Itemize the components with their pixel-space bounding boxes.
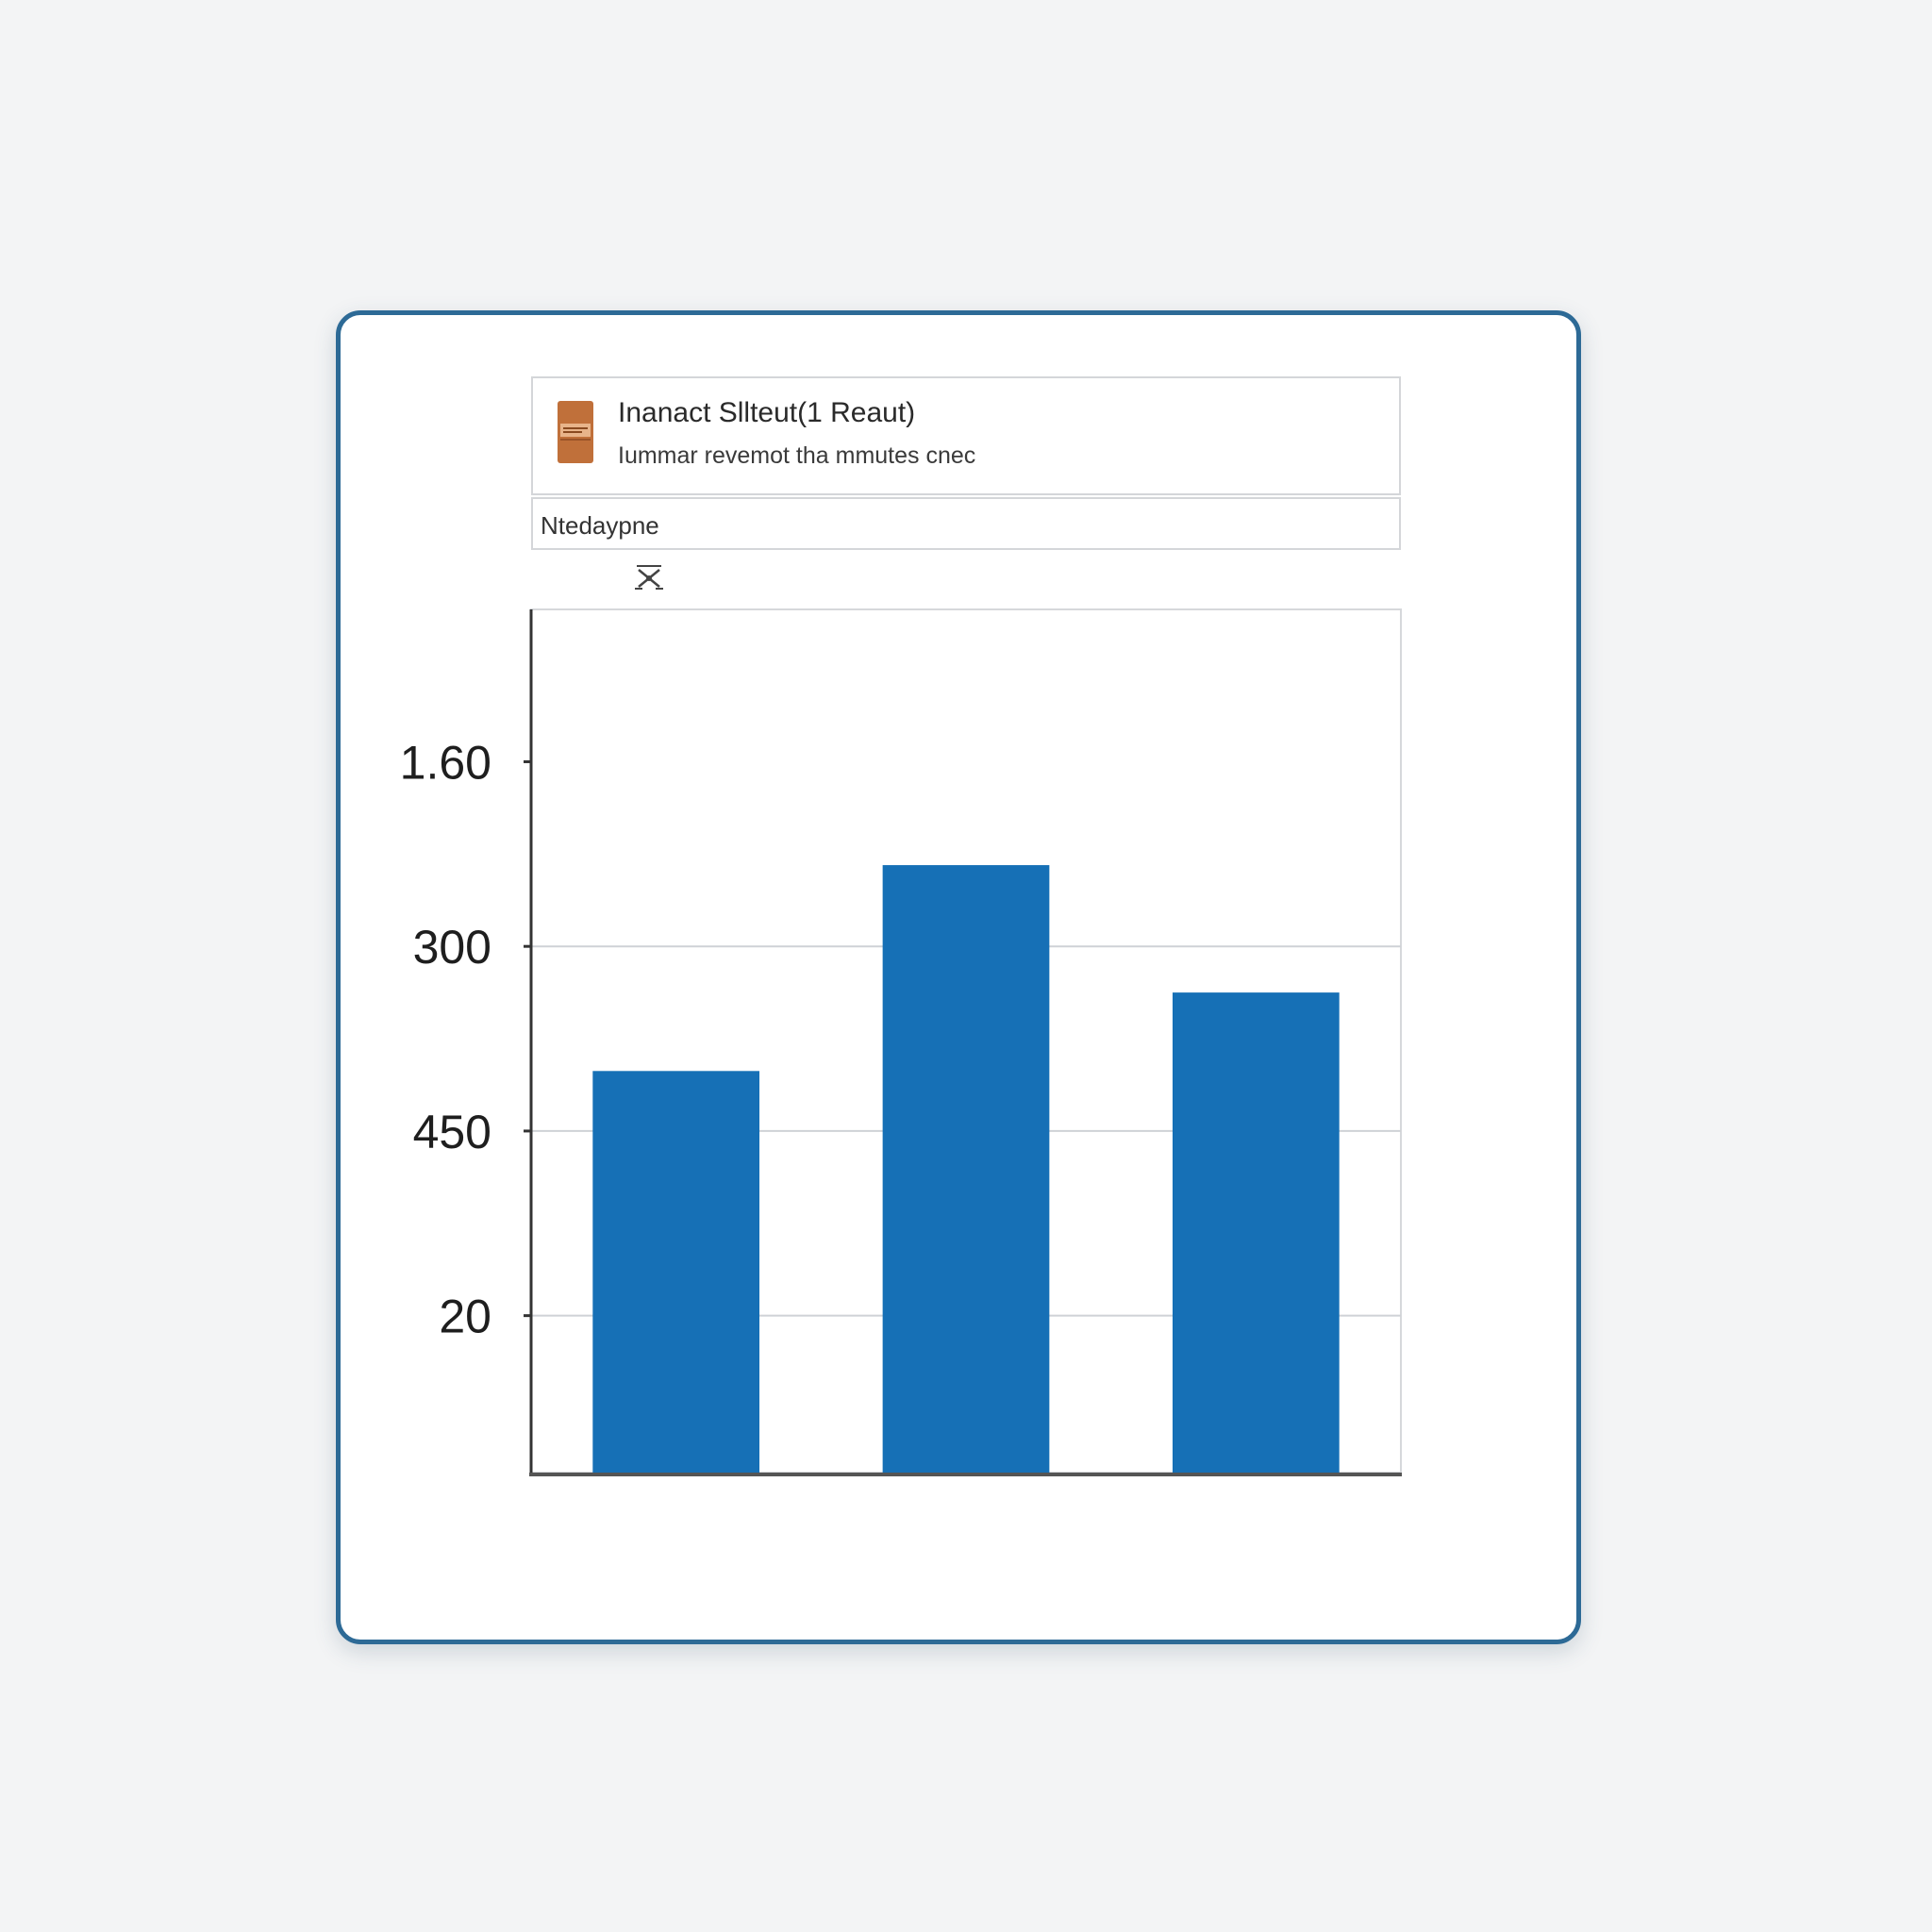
y-tick-label: 450 — [413, 1106, 491, 1158]
chart-card: Inanact Sllteut(1 Reaut) Iummar revemot … — [336, 310, 1581, 1644]
y-tick-label: 1.60 — [400, 736, 491, 789]
tools-icon[interactable] — [631, 562, 667, 592]
report-header: Inanact Sllteut(1 Reaut) Iummar revemot … — [531, 376, 1401, 495]
bars — [592, 865, 1340, 1473]
y-tick-label: 20 — [439, 1291, 491, 1343]
bar-3 — [1172, 992, 1340, 1473]
bar-chart: 20 450 300 1.60 — [400, 608, 1402, 1476]
bar-1 — [592, 1071, 760, 1473]
y-tick-label: 300 — [413, 921, 491, 974]
bar-2 — [882, 865, 1050, 1473]
report-title: Inanact Sllteut(1 Reaut) — [618, 397, 916, 428]
filter-label: Ntedaypne — [541, 511, 659, 540]
report-subtitle: Iummar revemot tha mmutes cnec — [618, 442, 976, 469]
y-axis-ticks: 20 450 300 1.60 — [400, 736, 531, 1343]
filter-field[interactable]: Ntedaypne — [531, 497, 1401, 550]
document-icon — [558, 401, 593, 463]
